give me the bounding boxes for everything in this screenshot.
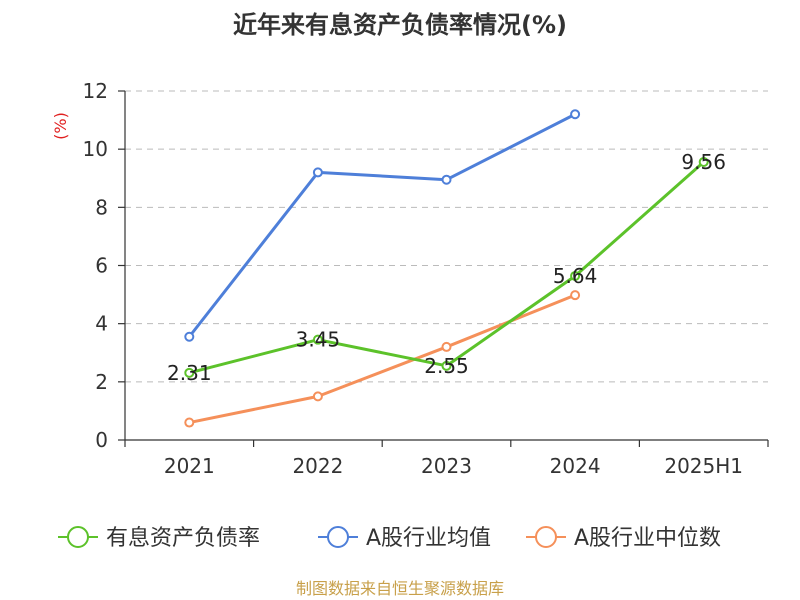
data-point bbox=[570, 270, 581, 281]
data-point bbox=[441, 360, 452, 371]
x-tick-label: 2023 bbox=[421, 454, 472, 478]
series-line bbox=[188, 160, 705, 375]
legend-label: A股行业中位数 bbox=[574, 526, 721, 551]
legend-marker bbox=[535, 526, 557, 548]
data-label: 3.45 bbox=[296, 328, 341, 352]
data-point bbox=[441, 174, 452, 185]
data-point bbox=[698, 156, 709, 167]
data-label: 5.64 bbox=[553, 264, 598, 288]
data-label: 9.56 bbox=[681, 150, 726, 174]
data-point bbox=[184, 417, 195, 428]
axes: 0 2 4 6 8 10 12 2021 2022 2023 2024 2025H1 bbox=[83, 79, 769, 478]
y-tick-label: 4 bbox=[95, 312, 108, 336]
y-axis-unit: (%) bbox=[51, 112, 70, 140]
data-point bbox=[441, 341, 452, 352]
y-tick-label: 0 bbox=[95, 428, 108, 452]
data-labels: 2.31 3.45 2.55 5.64 9.56 bbox=[167, 150, 726, 385]
legend-marker bbox=[67, 526, 89, 548]
data-point bbox=[312, 167, 323, 178]
data-point bbox=[570, 290, 581, 301]
x-tick-label: 2022 bbox=[292, 454, 343, 478]
legend-marker bbox=[327, 526, 349, 548]
x-tick-label: 2025H1 bbox=[664, 454, 743, 478]
data-point bbox=[312, 334, 323, 345]
chart-title: 近年来有息资产负债率情况(%) bbox=[233, 11, 567, 39]
source-note: 制图数据来自恒生聚源数据库 bbox=[296, 579, 504, 598]
y-tick-label: 12 bbox=[83, 79, 108, 103]
data-point bbox=[184, 367, 195, 378]
legend: 有息资产负债率 A股行业均值 A股行业中位数 bbox=[58, 526, 721, 551]
y-tick-label: 6 bbox=[95, 254, 108, 278]
series-lines bbox=[184, 109, 709, 428]
x-tick-label: 2024 bbox=[550, 454, 601, 478]
x-tick-label: 2021 bbox=[164, 454, 215, 478]
data-point bbox=[184, 331, 195, 342]
data-point bbox=[570, 109, 581, 120]
legend-label: 有息资产负债率 bbox=[106, 526, 260, 551]
y-tick-label: 2 bbox=[95, 370, 108, 394]
data-label: 2.55 bbox=[424, 354, 469, 378]
legend-label: A股行业均值 bbox=[366, 526, 491, 551]
y-tick-label: 10 bbox=[83, 137, 108, 161]
series-line bbox=[188, 112, 576, 338]
data-label: 2.31 bbox=[167, 361, 212, 385]
y-tick-label: 8 bbox=[95, 195, 108, 219]
data-point bbox=[312, 391, 323, 402]
grid-lines bbox=[125, 90, 768, 383]
